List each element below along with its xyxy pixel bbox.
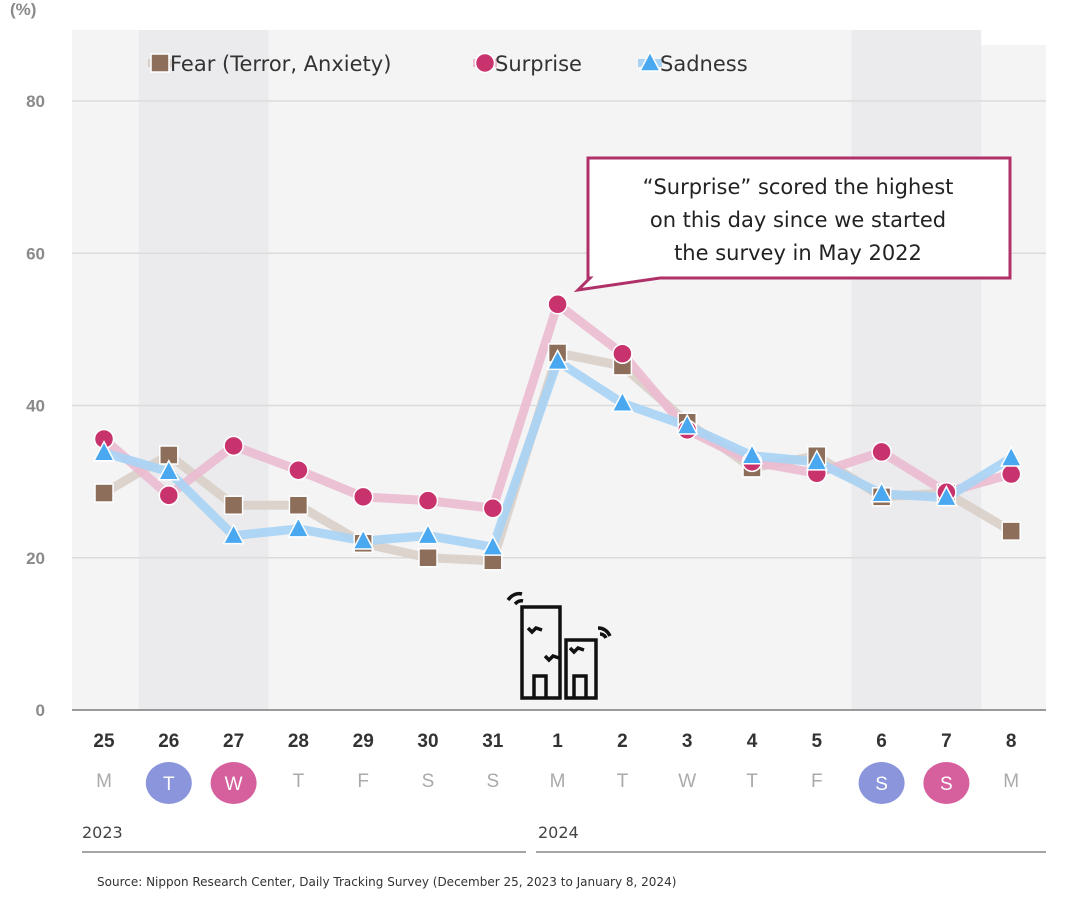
x-tick-label: 25 [93, 731, 115, 752]
weekend-badge [858, 762, 905, 804]
data-point-triangle [546, 348, 569, 371]
x-tick-label: 27 [223, 731, 244, 752]
legend-marker-square [150, 53, 170, 73]
data-point-circle [288, 459, 309, 481]
data-point-triangle [222, 523, 245, 545]
data-point-circle [1000, 463, 1022, 485]
data-point-triangle [999, 445, 1023, 467]
y-tick-label: 80 [26, 92, 45, 111]
data-point-circle [871, 441, 892, 463]
legend-label: Sadness [660, 52, 748, 76]
data-point-circle [223, 435, 244, 457]
weekday-label: M [1003, 771, 1019, 792]
weekday-label: S [940, 774, 953, 795]
data-point-square [1001, 521, 1021, 541]
data-point-circle [612, 343, 633, 364]
weekend-band [203, 30, 269, 710]
data-point-triangle [675, 413, 699, 435]
x-tick-label: 28 [288, 731, 309, 752]
data-point-circle [547, 294, 568, 315]
y-axis-unit: (%) [10, 0, 36, 19]
data-point-triangle [351, 528, 375, 550]
weekday-label: S [875, 774, 888, 795]
weekend-badge [145, 762, 192, 804]
data-point-circle [482, 498, 504, 519]
data-point-triangle [416, 523, 440, 545]
x-tick-label: 1 [552, 731, 563, 752]
source-note: Source: Nippon Research Center, Daily Tr… [97, 875, 676, 889]
weekday-label: T [746, 771, 758, 792]
y-tick-label: 20 [26, 549, 45, 568]
data-point-circle [417, 490, 439, 511]
legend-marker-triangle [638, 50, 662, 72]
x-tick-label: 4 [747, 731, 758, 752]
data-point-triangle [740, 443, 764, 465]
data-point-triangle [805, 449, 829, 471]
annotation-text: the survey in May 2022 [674, 241, 922, 265]
weekend-badge [210, 762, 257, 804]
data-point-triangle [611, 390, 634, 412]
x-tick-label: 7 [941, 731, 952, 752]
data-point-square [223, 495, 244, 515]
data-point-triangle [287, 516, 310, 538]
weekend-badge [923, 762, 970, 804]
x-tick-label: 6 [876, 731, 887, 752]
weekday-label: M [96, 771, 112, 792]
data-point-triangle [935, 485, 958, 507]
legend-marker-circle [474, 52, 496, 74]
year-label: 2023 [82, 823, 123, 842]
weekday-label: S [486, 771, 499, 792]
legend-label: Surprise [495, 52, 582, 76]
weekday-label: M [550, 771, 566, 792]
data-point-triangle [157, 459, 181, 481]
data-point-circle [158, 485, 180, 506]
weekend-band [138, 30, 204, 710]
data-point-triangle [481, 534, 505, 556]
data-point-triangle [92, 440, 116, 462]
x-tick-label: 2 [617, 731, 628, 752]
office-building-icon [506, 591, 612, 700]
data-point-square [94, 483, 114, 503]
x-tick-label: 29 [353, 731, 374, 752]
annotation-text: “Surprise” scored the highest [643, 175, 954, 199]
x-tick-label: 26 [158, 731, 179, 752]
x-tick-label: 3 [682, 731, 693, 752]
annotation-text: on this day since we started [650, 208, 946, 232]
weekday-label: T [617, 771, 629, 792]
x-tick-label: 8 [1006, 731, 1017, 752]
weekday-label: F [811, 771, 823, 792]
y-tick-label: 60 [26, 244, 45, 263]
weekday-label: T [163, 774, 175, 795]
data-point-circle [352, 486, 374, 508]
data-point-square [418, 548, 438, 568]
year-label: 2024 [538, 823, 579, 842]
annotation-box [573, 156, 1012, 293]
weekday-label: F [357, 771, 369, 792]
weekday-label: S [422, 771, 435, 792]
weekend-band [851, 30, 917, 710]
weekday-label: W [225, 774, 243, 795]
weekday-label: W [678, 771, 696, 792]
y-tick-label: 40 [26, 397, 45, 416]
legend-label: Fear (Terror, Anxiety) [170, 52, 391, 76]
x-tick-label: 30 [417, 731, 438, 752]
x-tick-label: 31 [482, 731, 504, 752]
corner [980, 30, 1065, 45]
x-tick-label: 5 [812, 731, 823, 752]
data-point-square [288, 495, 309, 515]
weekday-label: T [293, 771, 305, 792]
y-tick-label: 0 [36, 701, 45, 720]
weekend-band [916, 30, 982, 710]
data-point-triangle [870, 481, 893, 503]
